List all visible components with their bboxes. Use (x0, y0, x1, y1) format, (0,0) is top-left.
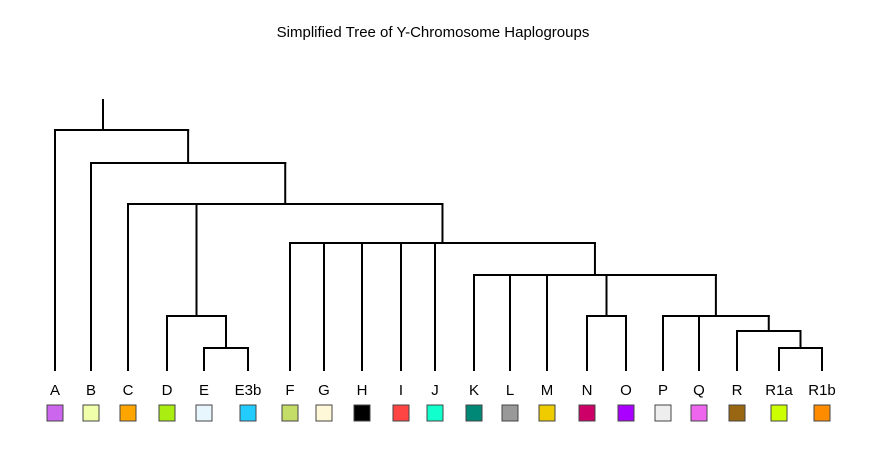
swatch-b (82, 404, 100, 422)
swatch-p (654, 404, 672, 422)
leaf-label-q: Q (693, 382, 705, 399)
leaf-label-i: I (399, 382, 403, 399)
swatch-q (690, 404, 708, 422)
leaf-label-b: B (86, 382, 96, 399)
swatch-n (578, 404, 596, 422)
swatch-m (538, 404, 556, 422)
leaf-label-r1a: R1a (765, 382, 793, 399)
swatch-o (617, 404, 635, 422)
tree-branches (54, 99, 823, 371)
leaf-label-j: J (431, 382, 439, 399)
swatch-i (392, 404, 410, 422)
diagram-title: Simplified Tree of Y-Chromosome Haplogro… (276, 24, 590, 41)
leaf-label-p: P (658, 382, 668, 399)
swatch-e3b (239, 404, 257, 422)
leaf-label-r: R (732, 382, 743, 399)
swatch-j (426, 404, 444, 422)
swatch-g (315, 404, 333, 422)
leaf-label-n: N (582, 382, 593, 399)
swatch-a (46, 404, 64, 422)
leaf-label-r1b: R1b (808, 382, 836, 399)
leaf-label-c: C (123, 382, 134, 399)
swatch-f (281, 404, 299, 422)
leaf-label-h: H (357, 382, 368, 399)
leaf-labels: A B C D E E3b F G H I J K L M N O P Q R R1a R1b (50, 382, 836, 399)
leaf-label-g: G (318, 382, 330, 399)
leaf-label-e: E (199, 382, 209, 399)
swatch-r (728, 404, 746, 422)
leaf-label-d: D (162, 382, 173, 399)
leaf-label-o: O (620, 382, 632, 399)
leaf-label-k: K (469, 382, 479, 399)
leaf-label-m: M (541, 382, 554, 399)
leaf-color-swatches (46, 404, 831, 422)
swatch-k (465, 404, 483, 422)
leaf-label-a: A (50, 382, 60, 399)
leaf-label-e3b: E3b (235, 382, 262, 399)
swatch-l (501, 404, 519, 422)
swatch-c (119, 404, 137, 422)
leaf-label-l: L (506, 382, 514, 399)
leaf-label-f: F (285, 382, 294, 399)
swatch-h (353, 404, 371, 422)
swatch-r1a (770, 404, 788, 422)
swatch-r1b (813, 404, 831, 422)
swatch-d (158, 404, 176, 422)
swatch-e (195, 404, 213, 422)
